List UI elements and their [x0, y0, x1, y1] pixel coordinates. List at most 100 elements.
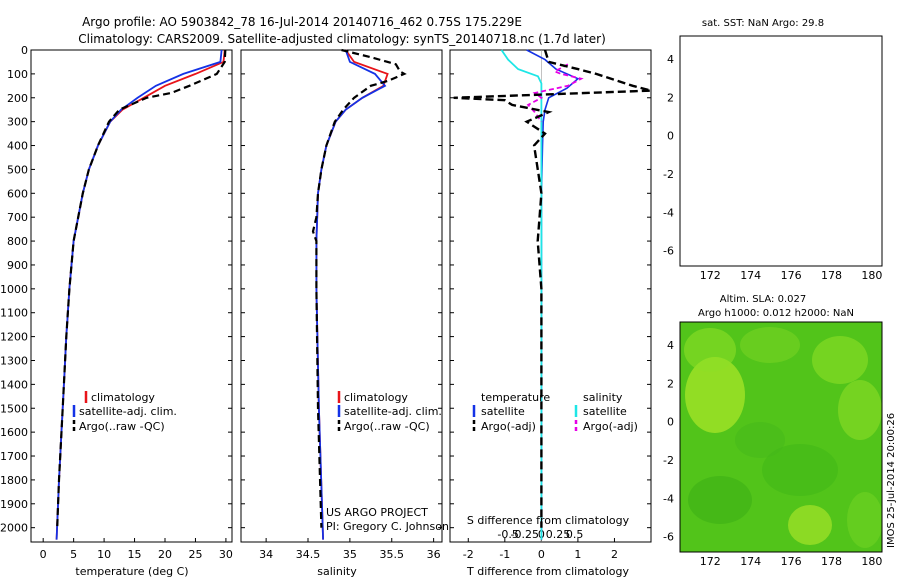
- legend-sal-argo: Argo(-adj): [583, 420, 638, 433]
- depth-tick-label: 2000: [0, 522, 28, 535]
- depth-tick-label: 200: [7, 92, 28, 105]
- depth-tick-label: 0: [21, 44, 28, 57]
- depth-tick-label: 1700: [0, 450, 28, 463]
- depth-tick-label: 1000: [0, 283, 28, 296]
- x-tick-label: 20: [158, 548, 172, 561]
- map-y-tick-label: 0: [667, 130, 674, 143]
- depth-tick-label: 1600: [0, 426, 28, 439]
- series-line-temperature-satellite: [526, 49, 580, 540]
- map-y-tick-label: 4: [667, 53, 674, 66]
- legend-label-climatology: climatology: [91, 391, 155, 404]
- legend-label-argo: Argo(..raw -QC): [79, 420, 165, 433]
- imos-stamp: IMOS 25-Jul-2014 20:00:26: [886, 413, 897, 548]
- x-tick-label: 30: [219, 548, 233, 561]
- sla-patch: [688, 476, 752, 524]
- depth-tick-label: 1400: [0, 378, 28, 391]
- difference-legend: temperature satellite Argo(-adj) salinit…: [467, 391, 638, 527]
- depth-tick-label: 1500: [0, 402, 28, 415]
- depth-tick-label: 900: [7, 259, 28, 272]
- pi-annotation: PI: Gregory C. Johnson: [326, 520, 449, 533]
- map-y-tick-label: 2: [667, 377, 674, 390]
- salinity-legend: climatology satellite-adj. clim. Argo(..…: [326, 391, 449, 533]
- legend-label-satellite: satellite-adj. clim.: [344, 405, 442, 418]
- legend-salinity-heading: salinity: [583, 391, 623, 404]
- map-x-tick-label: 178: [821, 269, 842, 282]
- x-tick-label: 1: [574, 548, 581, 561]
- map-y-tick-label: -4: [663, 492, 674, 505]
- sla-map-title-line1: Altim. SLA: 0.027: [720, 294, 806, 305]
- map-x-tick-label: 172: [700, 555, 721, 568]
- sla-patch: [762, 444, 838, 496]
- x-tick-label: -1: [499, 548, 510, 561]
- map-y-tick-label: -6: [663, 245, 674, 258]
- sla-map-title-line2: Argo h1000: 0.012 h2000: NaN: [698, 308, 854, 319]
- s-difference-label: S difference from climatology: [467, 514, 630, 527]
- map-y-tick-label: -2: [663, 168, 674, 181]
- x-tick-label: 2: [611, 548, 618, 561]
- series-line-argo-raw-qc-: [311, 48, 407, 528]
- x-tick-label: 25: [188, 548, 202, 561]
- depth-tick-label: 1100: [0, 307, 28, 320]
- sla-patch: [838, 380, 882, 440]
- x-tick-label: 35: [343, 548, 357, 561]
- temperature-xlabel: temperature (deg C): [75, 565, 188, 578]
- legend-label-argo: Argo(..raw -QC): [344, 420, 430, 433]
- sla-patch: [788, 505, 832, 545]
- legend-label-climatology: climatology: [344, 391, 408, 404]
- x-tick-label: 15: [128, 548, 142, 561]
- sla-patch: [812, 336, 868, 384]
- depth-tick-label: 100: [7, 68, 28, 81]
- x-tick-label: 35.5: [380, 548, 405, 561]
- legend-temp-argo: Argo(-adj): [481, 420, 536, 433]
- depth-tick-label: 1300: [0, 354, 28, 367]
- x-tick-label: 36: [427, 548, 441, 561]
- map-y-tick-label: 2: [667, 91, 674, 104]
- temperature-panel: [30, 49, 233, 543]
- plot-layer: 0100200300400500600700800900100011001200…: [0, 44, 882, 568]
- sla-patch: [740, 327, 800, 363]
- sla-patch: [684, 328, 736, 372]
- difference-xlabel: T difference from climatology: [466, 565, 629, 578]
- map-y-tick-label: -4: [663, 206, 674, 219]
- sla-patch: [685, 357, 745, 433]
- x-tick-label: 10: [97, 548, 111, 561]
- series-line-temperature-argo-adj-: [453, 49, 652, 528]
- sla-patch: [735, 422, 785, 458]
- map-x-tick-label: 172: [700, 269, 721, 282]
- depth-tick-label: 300: [7, 116, 28, 129]
- salinity-panel: [240, 49, 443, 543]
- series-line-satellite-adj-clim-: [315, 49, 387, 540]
- series-line-satellite-adj-clim-: [55, 49, 223, 540]
- depth-tick-label: 1800: [0, 474, 28, 487]
- map-x-tick-label: 174: [740, 555, 761, 568]
- s-tick-label: 0.25: [546, 528, 571, 541]
- temperature-legend: climatology satellite-adj. clim. Argo(..…: [72, 391, 177, 433]
- x-tick-label: 0: [40, 548, 47, 561]
- depth-tick-label: 400: [7, 140, 28, 153]
- sla-field: [680, 322, 882, 552]
- x-tick-label: 5: [70, 548, 77, 561]
- series-line-climatology: [55, 49, 226, 540]
- sst-map-panel: [679, 35, 883, 267]
- depth-tick-label: 500: [7, 163, 28, 176]
- map-x-tick-label: 180: [861, 269, 882, 282]
- legend-label-satellite: satellite-adj. clim.: [79, 405, 177, 418]
- depth-tick-label: 800: [7, 235, 28, 248]
- figure-title-line1: Argo profile: AO 5903842_78 16-Jul-2014 …: [82, 15, 522, 29]
- x-tick-label: -2: [463, 548, 474, 561]
- map-x-tick-label: 176: [781, 555, 802, 568]
- map-x-tick-label: 174: [740, 269, 761, 282]
- legend-temp-satellite: satellite: [481, 405, 525, 418]
- s-tick-label: -0.5: [497, 528, 518, 541]
- series-line-argo-raw-qc-: [56, 49, 227, 528]
- legend-temperature-heading: temperature: [481, 391, 550, 404]
- x-tick-label: 34.5: [296, 548, 321, 561]
- s-tick-label: -0.25: [511, 528, 539, 541]
- map-y-tick-label: -2: [663, 454, 674, 467]
- series-line-climatology: [315, 49, 389, 540]
- map-x-tick-label: 176: [781, 269, 802, 282]
- depth-tick-label: 1200: [0, 331, 28, 344]
- figure-title-line2: Climatology: CARS2009. Satellite-adjuste…: [78, 32, 606, 46]
- sla-patch: [847, 492, 882, 548]
- sst-map-title: sat. SST: NaN Argo: 29.8: [702, 18, 824, 29]
